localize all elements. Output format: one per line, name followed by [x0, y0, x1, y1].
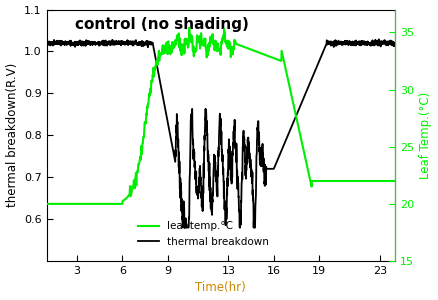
Y-axis label: thermal breakdown(R.V): thermal breakdown(R.V) — [6, 63, 18, 207]
Y-axis label: Leaf Temp.(°C): Leaf Temp.(°C) — [420, 92, 432, 179]
X-axis label: Time(hr): Time(hr) — [195, 281, 246, 294]
Text: control (no shading): control (no shading) — [74, 17, 248, 32]
Legend: leaf temp.°C, thermal breakdown: leaf temp.°C, thermal breakdown — [134, 217, 273, 251]
